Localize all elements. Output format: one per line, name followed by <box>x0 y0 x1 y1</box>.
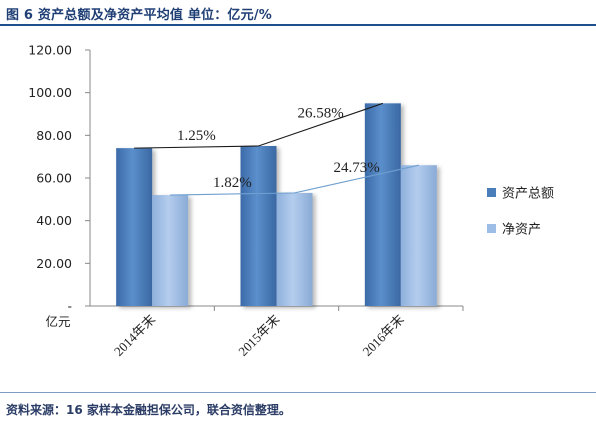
title-divider <box>0 24 596 26</box>
y-tick-label: 80.00 <box>36 128 72 143</box>
growth-rate-label: 24.73% <box>334 160 380 176</box>
legend-swatch <box>487 224 496 233</box>
bar-total-assets <box>364 103 401 306</box>
growth-rate-label: 26.58% <box>298 106 344 122</box>
legend-label: 资产总额 <box>502 187 554 202</box>
bar-net-assets <box>276 192 313 306</box>
growth-line-net-assets <box>170 164 419 196</box>
y-tick-label: - <box>67 299 72 314</box>
bar-net-assets <box>152 195 189 306</box>
bar-total-assets <box>116 148 153 306</box>
x-category-label: 2016年末 <box>360 312 407 359</box>
legend-swatch <box>487 188 496 197</box>
x-category-label: 2014年末 <box>111 312 158 359</box>
growth-rate-label: 1.25% <box>177 128 216 144</box>
growth-line-total-assets <box>134 102 384 149</box>
source-note: 资料来源：16 家样本金融担保公司，联合资信整理。 <box>6 403 291 417</box>
chart-title: 图 6 资产总额及净资产平均值 单位：亿元/% <box>6 8 272 23</box>
bar-total-assets <box>240 146 277 306</box>
y-unit-label: 亿元 <box>45 314 70 329</box>
legend-label: 净资产 <box>502 223 541 238</box>
bar-net-assets <box>400 165 437 306</box>
x-category-label: 2015年末 <box>235 312 282 359</box>
y-tick-label: 20.00 <box>36 256 72 271</box>
y-tick-label: 60.00 <box>36 171 72 186</box>
y-tick-label: 40.00 <box>36 213 72 228</box>
growth-rate-label: 1.82% <box>213 175 252 191</box>
chart: - 20.00 40.00 60.00 80.00 100.00 120.00 亿元 2014年… <box>28 43 554 359</box>
y-tick-label: 100.00 <box>28 85 72 100</box>
y-tick-label: 120.00 <box>28 43 72 58</box>
source-divider <box>0 392 596 393</box>
